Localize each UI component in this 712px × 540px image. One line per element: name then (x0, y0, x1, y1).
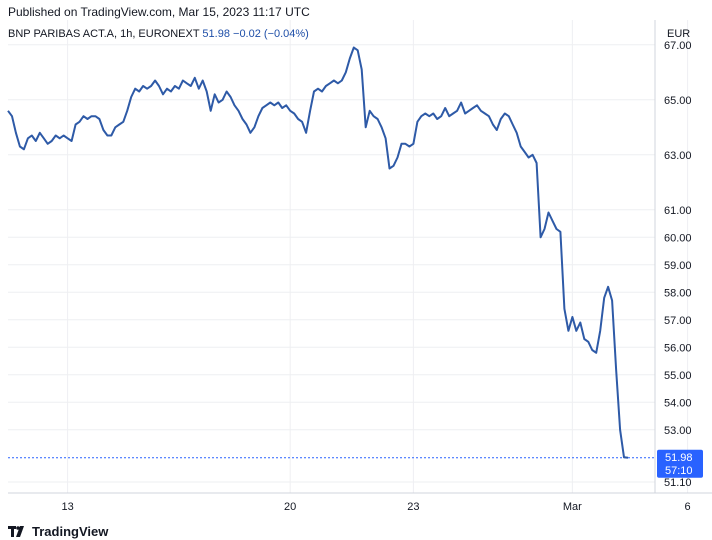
price-series-line (7, 46, 629, 459)
price-badge-value: 51.98 (665, 452, 693, 464)
price-badge-countdown: 57:10 (665, 465, 693, 477)
price-badge-box (657, 449, 703, 478)
y-tick-label: 60.00 (664, 232, 692, 244)
x-tick-label: 23 (407, 501, 419, 513)
y-tick-label: 61.00 (664, 205, 692, 217)
x-tick-label: 6 (685, 501, 691, 513)
y-tick-label: 54.00 (664, 397, 692, 409)
y-tick-label: 65.00 (664, 95, 692, 107)
tradingview-logo[interactable]: TradingView (8, 524, 108, 539)
tradingview-wordmark: TradingView (32, 524, 109, 539)
symbol-legend: BNP PARIBAS ACT.A, 1h, EURONEXT 51.98 −0… (8, 28, 309, 40)
tradingview-logo-icon (8, 525, 24, 537)
y-tick-label: 51.10 (664, 477, 692, 489)
y-tick-label: 55.00 (664, 370, 692, 382)
price-change: −0.02 (−0.04%) (233, 28, 309, 40)
x-tick-label: 20 (284, 501, 296, 513)
published-caption: Published on TradingView.com, Mar 15, 20… (8, 5, 310, 19)
x-tick-label: 13 (61, 501, 73, 513)
time-scale: 132023Mar61314:00 (61, 501, 691, 513)
y-tick-label: 63.00 (664, 150, 692, 162)
symbol-title: BNP PARIBAS ACT.A, 1h, EURONEXT (8, 28, 200, 40)
price-scale: 51.10 53.00 54.00 55.00 56.00 57.00 58.00 59.00… (664, 40, 692, 489)
y-tick-label: 57.00 (664, 315, 692, 327)
price-chart[interactable]: 51.10 53.00 54.00 55.00 56.00 57.00 58.00 59.00… (0, 0, 712, 520)
y-tick-label: 67.00 (664, 40, 692, 52)
y-tick-label: 56.00 (664, 342, 692, 354)
currency-label: EUR (667, 28, 691, 40)
y-tick-label: 58.00 (664, 287, 692, 299)
x-tick-label: Mar (563, 501, 582, 513)
y-tick-label: 53.00 (664, 425, 692, 437)
last-price: 51.98 (202, 28, 230, 40)
price-badge: 51.98 57:10 (657, 449, 703, 478)
chart-grid (8, 20, 689, 493)
y-tick-label: 59.00 (664, 260, 692, 272)
